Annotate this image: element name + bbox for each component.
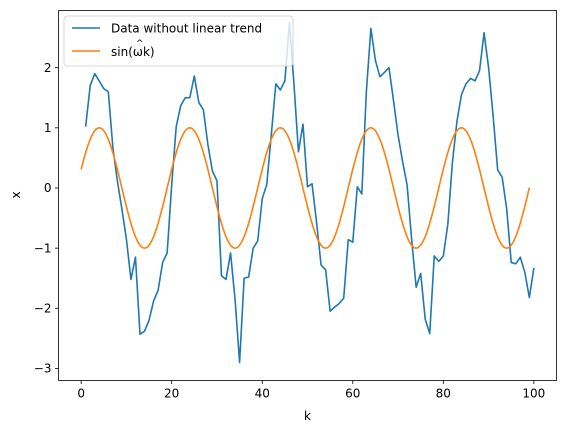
series-line-data xyxy=(84,21,535,364)
x-tick-label: 80 xyxy=(436,387,451,401)
plot-frame xyxy=(58,10,557,381)
y-tick-label: −1 xyxy=(34,241,52,255)
x-tick-label: 60 xyxy=(345,387,360,401)
x-tick-label: 20 xyxy=(164,387,179,401)
legend-label-data: Data without linear trend xyxy=(111,22,262,36)
series-line-sine xyxy=(80,127,531,249)
y-tick-label: 1 xyxy=(44,121,52,135)
y-axis-ticks: −3 −2 −1 0 1 2 xyxy=(34,61,59,376)
x-axis-ticks: 0 20 40 60 80 100 xyxy=(77,380,545,401)
plot-lines xyxy=(80,21,535,364)
x-tick-label: 40 xyxy=(255,387,270,401)
x-tick-label: 100 xyxy=(522,387,545,401)
x-tick-label: 0 xyxy=(77,387,85,401)
y-axis-label: x xyxy=(9,191,23,198)
y-tick-label: −3 xyxy=(34,362,52,376)
y-tick-label: 0 xyxy=(44,181,52,195)
legend-label-sine: sin(ωk) xyxy=(111,45,155,59)
y-tick-label: 2 xyxy=(44,61,52,75)
legend-box xyxy=(63,15,294,67)
legend: Data without linear trend sin(ωk) ^ xyxy=(63,15,294,67)
legend-label-sine-hat: ^ xyxy=(136,39,144,49)
y-tick-label: −2 xyxy=(34,302,52,316)
x-axis-label: k xyxy=(304,409,311,423)
